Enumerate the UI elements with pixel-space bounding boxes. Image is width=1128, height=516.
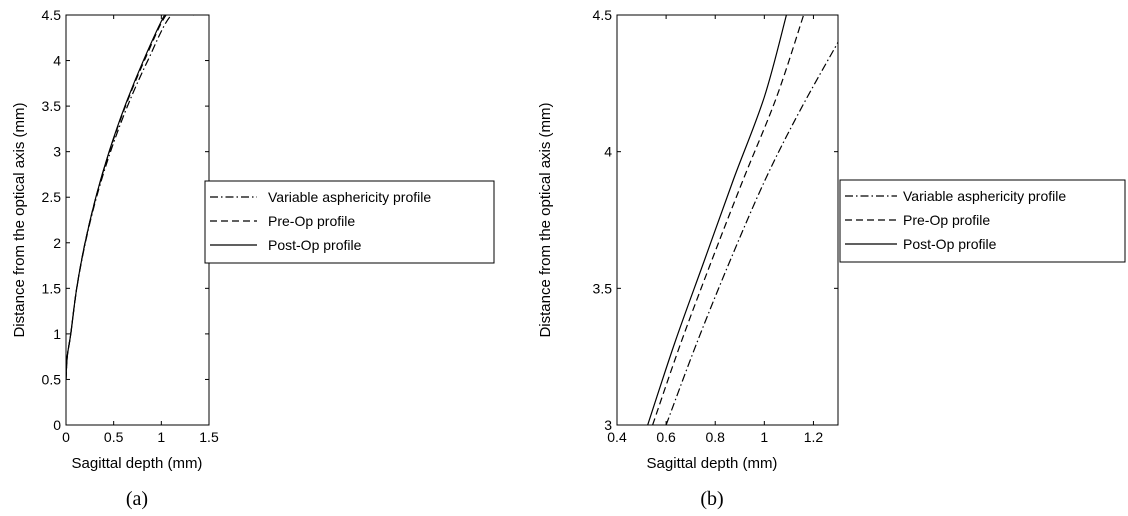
y-tick-label: 4.5: [593, 7, 613, 23]
y-tick-label: 0.5: [42, 371, 62, 387]
legend-label: Variable asphericity profile: [903, 188, 1066, 204]
legend-b: Variable asphericity profile Pre-Op profi…: [839, 179, 1126, 263]
series-b: [647, 15, 838, 425]
y-tick-label: 3: [604, 417, 612, 433]
ticks-a: 0 0.5 1 1.5 0 0.5 1 1.5 2 2.5 3 3.5 4 4.5: [42, 7, 219, 445]
series-line-solid: [647, 15, 788, 425]
x-tick-label: 1.2: [804, 429, 824, 445]
series-a: [66, 15, 194, 380]
y-tick-label: 4.5: [42, 7, 62, 23]
x-tick-label: 0.4: [607, 429, 627, 445]
legend-label: Variable asphericity profile: [268, 189, 431, 205]
legend-box-a: [204, 180, 495, 264]
y-tick-label: 3.5: [593, 280, 613, 296]
x-tick-label: 0: [62, 429, 70, 445]
legend-label: Pre-Op profile: [268, 213, 355, 229]
panel-b: 0.4 0.6 0.8 1 1.2 3 3.5 4 4.5 Sagittal depth (mm…: [537, 7, 1126, 510]
legend-label: Post-Op profile: [903, 236, 997, 252]
y-tick-label: 1: [53, 326, 61, 342]
caption-a: (a): [126, 488, 148, 510]
y-tick-label: 4: [53, 53, 61, 69]
x-tick-label: 0.6: [656, 429, 676, 445]
y-tick-label: 2.5: [42, 189, 62, 205]
x-axis-label-b: Sagittal depth (mm): [647, 455, 778, 472]
y-tick-label: 2: [53, 235, 61, 251]
y-tick-label: 4: [604, 144, 612, 160]
y-axis-label-b: Distance from the optical axis (mm): [537, 102, 554, 337]
series-line-dashed: [652, 15, 805, 425]
ticks-b: 0.4 0.6 0.8 1 1.2 3 3.5 4 4.5: [593, 7, 838, 445]
series-line-dash-dot: [665, 42, 838, 425]
legend-label: Pre-Op profile: [903, 212, 990, 228]
y-tick-label: 0: [53, 417, 61, 433]
series-line-solid: [66, 15, 171, 380]
y-tick-label: 1.5: [42, 280, 62, 296]
legend-label: Post-Op profile: [268, 237, 362, 253]
legend-a: Variable asphericity profile Pre-Op profi…: [204, 180, 495, 264]
x-tick-label: 1: [760, 429, 768, 445]
caption-b: (b): [700, 488, 723, 510]
y-tick-label: 3.5: [42, 98, 62, 114]
legend-box-b: [839, 179, 1126, 263]
x-tick-label: 0.5: [104, 429, 124, 445]
x-tick-label: 0.8: [705, 429, 725, 445]
x-tick-label: 1.5: [199, 429, 219, 445]
y-axis-label-a: Distance from the optical axis (mm): [11, 102, 28, 337]
panel-a: 0 0.5 1 1.5 0 0.5 1 1.5 2 2.5 3 3.5 4 4.5 Sagittal de…: [11, 7, 495, 510]
x-tick-label: 1: [157, 429, 165, 445]
y-tick-label: 3: [53, 144, 61, 160]
plot-area-b: [616, 14, 839, 426]
x-axis-label-a: Sagittal depth (mm): [72, 455, 203, 472]
